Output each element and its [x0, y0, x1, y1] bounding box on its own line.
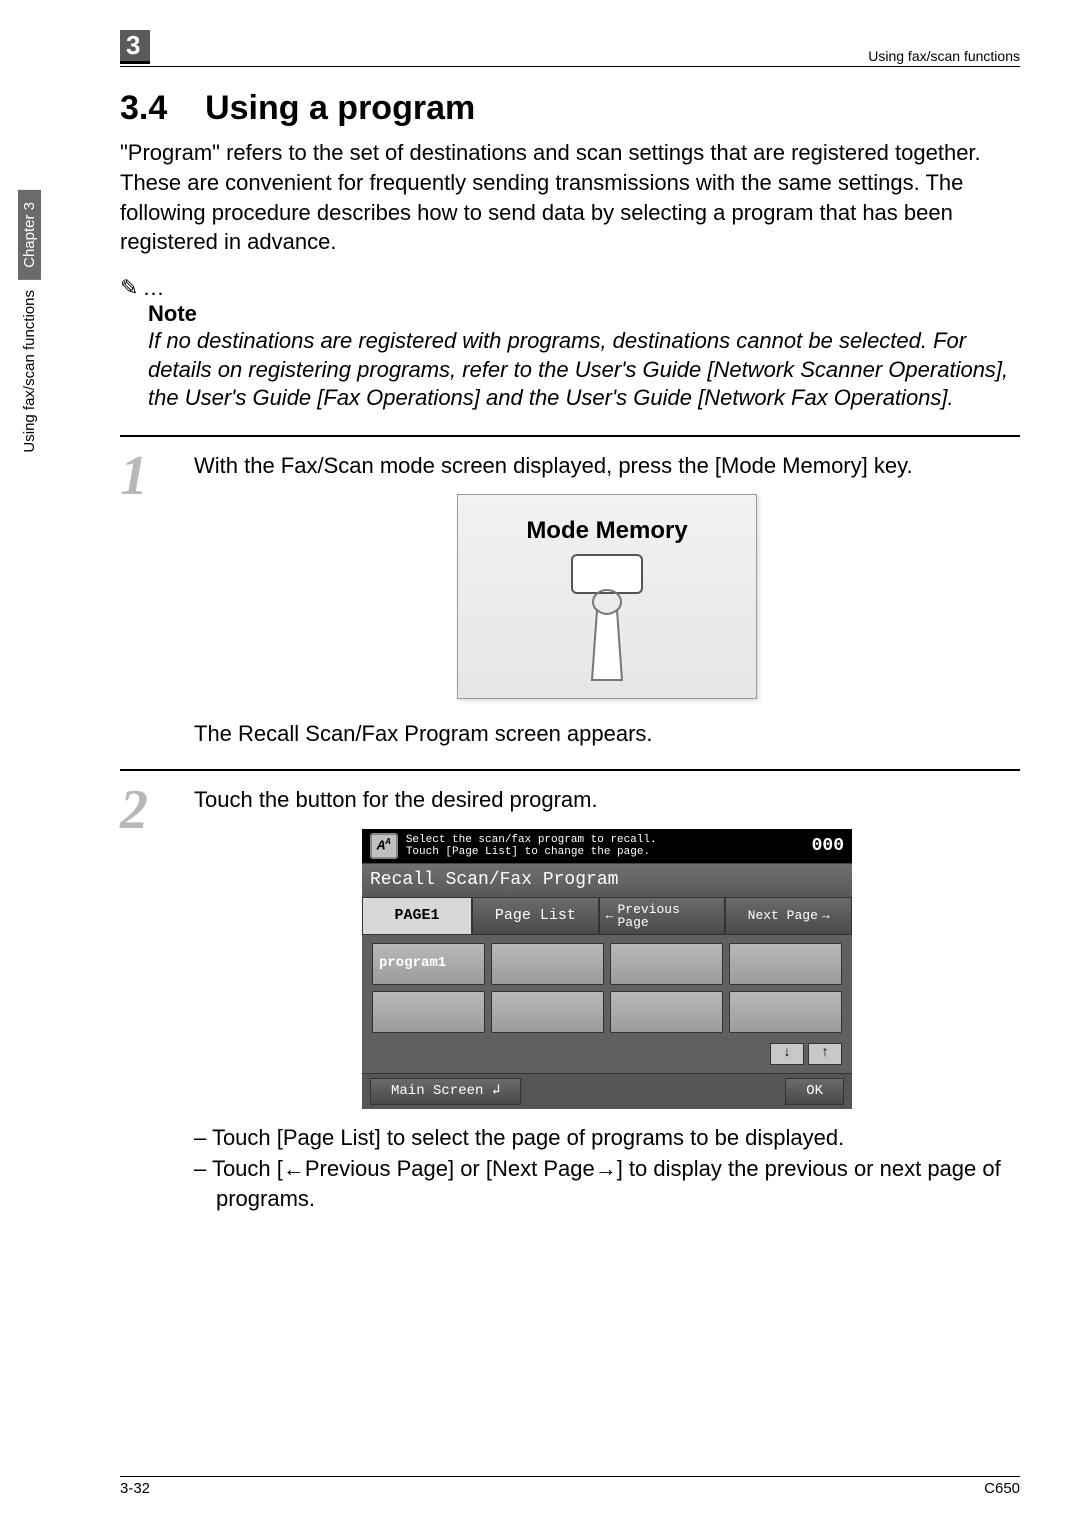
next-page-button[interactable]: Next Page → — [725, 897, 852, 935]
note-body: If no destinations are registered with p… — [148, 327, 1020, 413]
section-title: 3.4 Using a program — [120, 89, 1020, 128]
screen-counter: 000 — [812, 834, 844, 858]
a-icon: AA — [370, 833, 398, 860]
step-2-bullets: – Touch [Page List] to select the page o… — [194, 1123, 1020, 1214]
step-2: 2 Touch the button for the desired progr… — [120, 769, 1020, 1215]
scroll-down-button[interactable]: ↓ — [770, 1043, 804, 1065]
page-footer: 3-32 C650 — [120, 1476, 1020, 1497]
step-2-number: 2 — [120, 785, 170, 1215]
mode-memory-panel: Mode Memory — [457, 494, 757, 699]
arrow-left-icon: ← — [606, 909, 614, 922]
side-tab: Chapter 3 Using fax/scan functions — [18, 190, 42, 690]
screen-instruction: Select the scan/fax program to recall. T… — [406, 834, 804, 858]
step-2-text: Touch the button for the desired program… — [194, 785, 1020, 815]
step-1-after: The Recall Scan/Fax Program screen appea… — [194, 719, 1020, 749]
main-screen-button[interactable]: Main Screen ↲ — [370, 1078, 521, 1105]
step-1-number: 1 — [120, 451, 170, 763]
program-button-empty[interactable] — [729, 943, 842, 985]
section-title-text: Using a program — [205, 89, 475, 127]
scroll-up-button[interactable]: ↑ — [808, 1043, 842, 1065]
screen-title: Recall Scan/Fax Program — [362, 863, 852, 896]
previous-page-button[interactable]: ← Previous Page — [599, 897, 726, 935]
footer-page-number: 3-32 — [120, 1480, 150, 1497]
page1-tab[interactable]: PAGE1 — [362, 897, 472, 935]
section-side-label: Using fax/scan functions — [18, 286, 41, 457]
program-button-empty[interactable] — [372, 991, 485, 1033]
program-button-empty[interactable] — [491, 991, 604, 1033]
list-item: – Touch [←Previous Page] or [Next Page→]… — [194, 1154, 1020, 1213]
list-item: – Touch [Page List] to select the page o… — [194, 1123, 1020, 1153]
mode-memory-label: Mode Memory — [526, 515, 687, 547]
intro-paragraph: "Program" refers to the set of destinati… — [120, 138, 1020, 257]
program-button-empty[interactable] — [610, 991, 723, 1033]
note-block: ✎… Note If no destinations are registere… — [120, 275, 1020, 413]
program-grid: program1 — [362, 935, 852, 1041]
arrow-down-icon: ↓ — [783, 1044, 791, 1063]
header-right-label: Using fax/scan functions — [868, 48, 1020, 64]
note-label: Note — [148, 301, 1020, 327]
page-list-button[interactable]: Page List — [472, 897, 599, 935]
program-button-empty[interactable] — [610, 943, 723, 985]
note-icon-row: ✎… — [120, 275, 1020, 301]
finger-icon — [577, 588, 637, 683]
note-dots: … — [142, 275, 168, 300]
recall-screen: AA Select the scan/fax program to recall… — [362, 829, 852, 1109]
program-button-empty[interactable] — [729, 991, 842, 1033]
arrow-right-icon: → — [822, 909, 830, 922]
step-1: 1 With the Fax/Scan mode screen displaye… — [120, 435, 1020, 763]
arrow-up-icon: ↑ — [821, 1044, 829, 1063]
program-button-empty[interactable] — [491, 943, 604, 985]
pencil-icon: ✎ — [120, 275, 142, 300]
section-number: 3.4 — [120, 89, 167, 127]
step-1-text: With the Fax/Scan mode screen displayed,… — [194, 451, 1020, 481]
program-button-1[interactable]: program1 — [372, 943, 485, 985]
ok-button[interactable]: OK — [785, 1078, 844, 1105]
page-header: 3 Using fax/scan functions — [120, 30, 1020, 67]
chapter-tab: Chapter 3 — [18, 190, 41, 280]
chapter-number-box: 3 — [120, 30, 150, 64]
footer-model: C650 — [984, 1480, 1020, 1497]
